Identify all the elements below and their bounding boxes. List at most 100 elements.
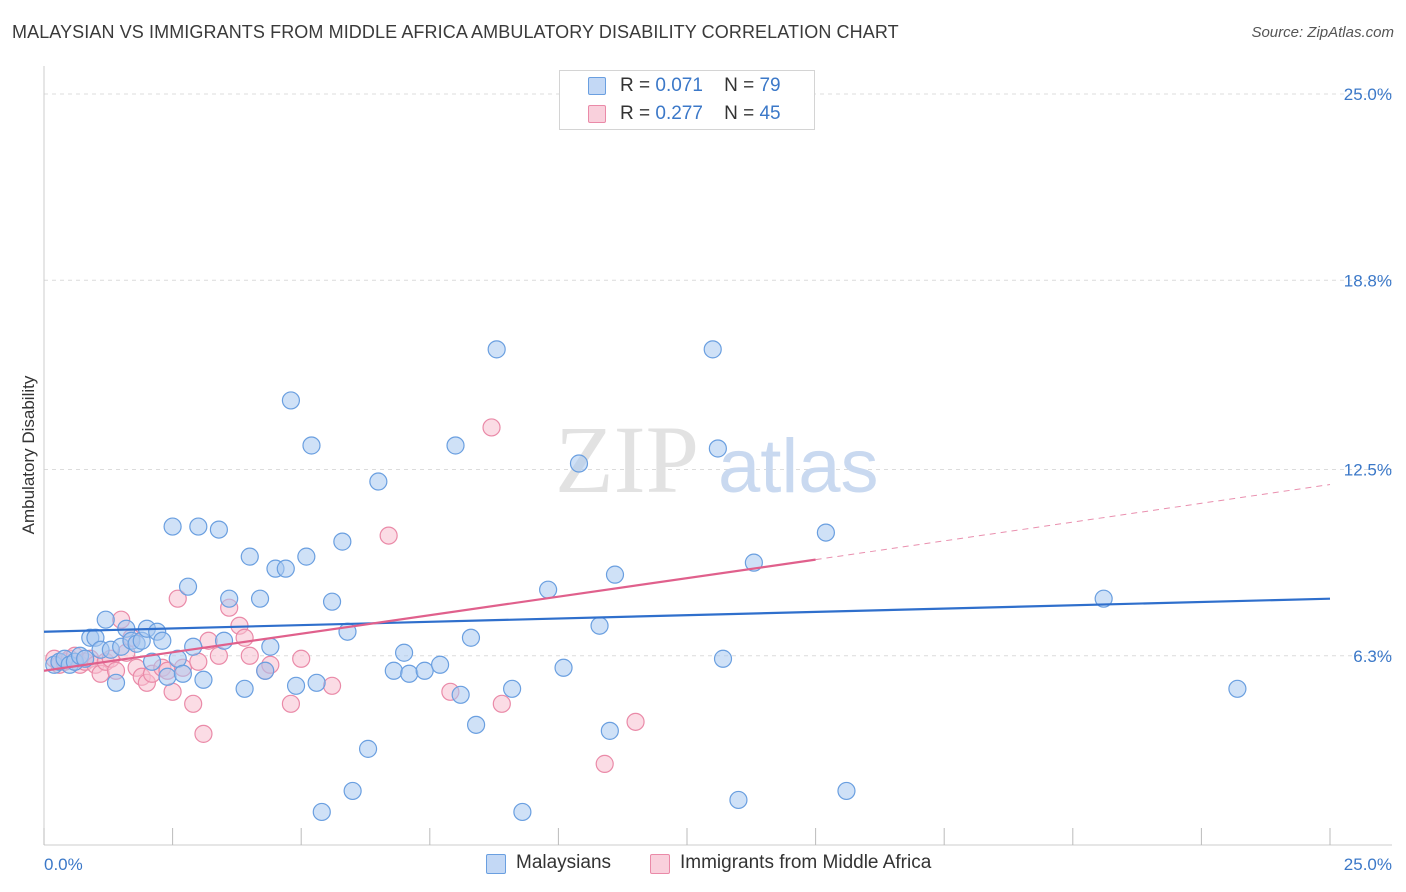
malaysians-point xyxy=(729,790,748,810)
immigrants-point xyxy=(482,418,501,437)
malaysians-point xyxy=(394,643,414,662)
malaysians-point xyxy=(76,649,95,668)
malaysians-point xyxy=(446,436,465,455)
trend-line-malaysians xyxy=(43,597,1331,633)
malaysians-point xyxy=(1228,679,1247,698)
y-tick-label: 6.3% xyxy=(1353,647,1392,666)
malaysians-point xyxy=(466,715,486,734)
malaysians-point xyxy=(276,559,295,578)
malaysians-point xyxy=(384,661,403,680)
malaysians-point xyxy=(256,661,275,680)
tick-labels: 6.3% 12.5% 18.8% 25.0% 0.0% 25.0% xyxy=(44,85,1392,874)
malaysians-point xyxy=(451,685,470,704)
malaysians-point xyxy=(708,439,727,458)
malaysians-point xyxy=(554,658,573,677)
bottom-swatch-blue xyxy=(486,854,506,874)
immigrants-point xyxy=(168,589,187,608)
malaysians-point xyxy=(307,673,326,692)
malaysians-point xyxy=(281,391,301,410)
malaysians-point xyxy=(178,577,198,596)
y-tick-label: 25.0% xyxy=(1344,85,1392,104)
x-tick-label-max: 25.0% xyxy=(1344,855,1392,874)
immigrants-point xyxy=(281,694,301,713)
malaysians-point xyxy=(461,628,481,647)
malaysians-point xyxy=(302,436,321,455)
malaysians-point xyxy=(415,661,434,680)
malaysians-point xyxy=(163,517,182,536)
watermark: ZIP atlas xyxy=(555,406,879,513)
immigrants-point xyxy=(194,724,213,743)
malaysians-point xyxy=(713,649,733,668)
malaysians-point xyxy=(513,802,532,822)
malaysians-point xyxy=(189,517,208,536)
bottom-legend-label: Malaysians xyxy=(516,852,612,873)
r-label: R = xyxy=(620,103,651,124)
n-value-malaysians: 79 xyxy=(759,75,781,96)
watermark-atlas: atlas xyxy=(718,424,879,509)
immigrants-point xyxy=(492,694,511,713)
malaysians-point xyxy=(539,580,558,599)
bottom-swatch-pink xyxy=(650,854,670,874)
malaysians-point xyxy=(261,637,280,656)
malaysians-point xyxy=(209,520,228,539)
axes xyxy=(43,66,1392,846)
n-label: N = xyxy=(724,103,755,124)
immigrants-point xyxy=(240,646,259,665)
malaysians-point xyxy=(430,655,450,674)
malaysians-point xyxy=(605,565,625,584)
malaysians-point xyxy=(600,721,619,740)
malaysians-point xyxy=(487,340,506,359)
malaysians-point xyxy=(1094,589,1113,608)
malaysians-point xyxy=(184,637,203,656)
malaysians-point xyxy=(106,673,126,692)
chart-title: MALAYSIAN VS IMMIGRANTS FROM MIDDLE AFRI… xyxy=(12,22,899,42)
malaysians-point xyxy=(703,340,722,359)
immigrants-point xyxy=(184,694,203,713)
malaysians-point xyxy=(816,523,835,542)
legend-swatch-blue xyxy=(588,77,606,95)
malaysians-point xyxy=(322,592,342,611)
malaysians-point xyxy=(400,664,419,683)
malaysians-point xyxy=(240,547,259,566)
malaysians-point xyxy=(369,472,388,491)
malaysians-point xyxy=(235,679,254,698)
malaysians-point xyxy=(194,670,213,689)
malaysians-point xyxy=(297,547,316,566)
immigrants-point xyxy=(163,682,182,701)
n-label: N = xyxy=(724,75,755,96)
malaysians-point xyxy=(333,532,352,551)
trend-lines xyxy=(43,484,1331,672)
malaysians-point xyxy=(158,667,177,686)
r-label: R = xyxy=(620,75,651,96)
immigrants-point xyxy=(595,754,614,773)
r-value-immigrants: 0.277 xyxy=(655,103,703,124)
trend-line-immigrants xyxy=(43,558,816,672)
malaysians-point xyxy=(590,616,609,635)
malaysians-point xyxy=(358,739,378,758)
y-tick-label: 12.5% xyxy=(1344,461,1392,480)
y-axis-label: Ambulatory Disability xyxy=(19,375,38,534)
correlation-legend: R = 0.071 N = 79 R = 0.277 N = 45 xyxy=(559,70,815,130)
immigrants-point xyxy=(292,649,311,668)
trend-line-immigrants-extension xyxy=(815,484,1331,561)
malaysians-point xyxy=(250,589,270,608)
legend-swatch-pink xyxy=(588,105,606,123)
malaysians-point xyxy=(312,802,331,822)
immigrants-point xyxy=(379,526,398,545)
malaysians-point xyxy=(220,589,239,608)
immigrants-point xyxy=(209,646,228,665)
malaysians-point xyxy=(173,664,192,683)
grid-lines xyxy=(44,93,1392,657)
immigrants-point xyxy=(189,652,208,671)
immigrants-point xyxy=(322,676,342,695)
malaysians-point xyxy=(343,781,362,801)
malaysians-point xyxy=(503,679,522,698)
malaysians-point xyxy=(837,781,856,801)
malaysians-point xyxy=(286,676,306,695)
bottom-legend-label: Immigrants from Middle Africa xyxy=(680,852,932,873)
y-tick-label: 18.8% xyxy=(1344,271,1392,290)
n-value-immigrants: 45 xyxy=(759,103,781,124)
malaysians-point xyxy=(142,652,162,671)
immigrants-point xyxy=(626,712,645,731)
